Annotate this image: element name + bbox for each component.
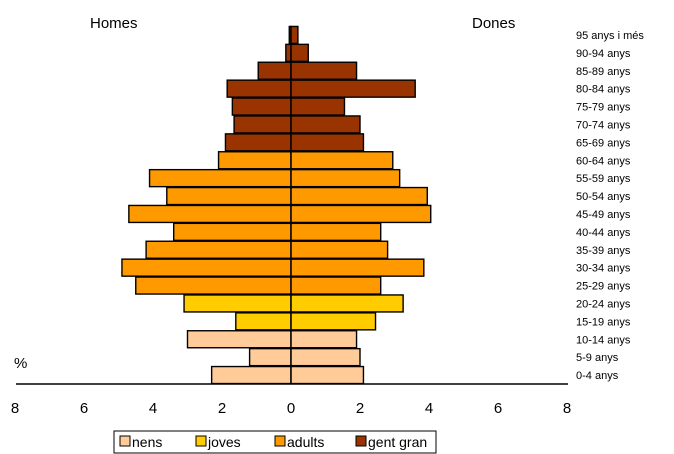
- bar-men-16: [226, 79, 292, 98]
- bar-men-6: [121, 258, 292, 277]
- bar-men-0: [210, 365, 292, 385]
- age-label-9: 45-49 anys: [576, 209, 631, 221]
- bar-women-8: [290, 222, 382, 242]
- bar-men-11: [148, 168, 292, 188]
- legend: nens joves adults gent gran: [113, 430, 437, 454]
- age-label-16: 80-84 anys: [576, 84, 631, 96]
- age-label-11: 55-59 anys: [576, 173, 631, 185]
- bar-men-4: [183, 294, 292, 313]
- bar-men-18: [285, 43, 292, 63]
- men-label: Homes: [90, 15, 138, 32]
- bar-women-5: [290, 276, 382, 295]
- bar-women-18: [290, 43, 309, 63]
- bar-women-6: [290, 258, 425, 277]
- legend-swatch-joves: [195, 435, 207, 447]
- bar-men-9: [128, 204, 292, 224]
- legend-swatch-adults: [274, 435, 286, 447]
- age-label-5: 25-29 anys: [576, 281, 631, 293]
- bar-women-17: [290, 61, 358, 80]
- age-label-2: 10-14 anys: [576, 334, 631, 346]
- age-label-12: 60-64 anys: [576, 155, 631, 167]
- bar-women-19: [290, 25, 299, 45]
- bar-women-1: [290, 347, 361, 367]
- age-label-10: 50-54 anys: [576, 191, 631, 203]
- bar-women-4: [290, 294, 404, 313]
- bar-women-7: [290, 240, 389, 259]
- age-label-13: 65-69 anys: [576, 137, 631, 149]
- x-tick-label-1: 6: [80, 400, 88, 417]
- bar-men-5: [135, 276, 292, 295]
- percent-unit-label: %: [14, 355, 27, 372]
- x-tick-label-2: 4: [149, 400, 157, 417]
- bar-men-17: [257, 61, 292, 80]
- bar-men-2: [186, 330, 292, 349]
- legend-label-joves: joves: [207, 434, 241, 450]
- x-tick-label-3: 2: [218, 400, 226, 417]
- legend-label-adults: adults: [287, 434, 324, 450]
- bar-women-9: [290, 204, 432, 224]
- bar-men-10: [166, 186, 292, 206]
- bar-women-0: [290, 365, 365, 385]
- bar-men-12: [217, 151, 292, 170]
- x-tick-label-4: 0: [287, 400, 295, 417]
- bar-men-13: [224, 133, 292, 152]
- age-label-3: 15-19 anys: [576, 316, 631, 328]
- legend-swatch-gent-gran: [355, 435, 367, 447]
- age-label-4: 20-24 anys: [576, 298, 631, 310]
- bar-women-3: [290, 312, 377, 331]
- legend-label-gent-gran: gent gran: [368, 434, 427, 450]
- bar-women-14: [290, 115, 361, 134]
- women-label: Dones: [472, 15, 515, 32]
- age-label-18: 90-94 anys: [576, 48, 631, 60]
- bars-group: [121, 25, 432, 385]
- age-label-19: 95 anys i més: [576, 30, 644, 42]
- bar-women-11: [290, 168, 401, 188]
- bar-women-10: [290, 186, 428, 206]
- bar-women-15: [290, 97, 346, 116]
- age-label-17: 85-89 anys: [576, 66, 631, 78]
- bar-men-1: [248, 347, 292, 367]
- bar-men-15: [231, 97, 292, 116]
- x-tick-label-5: 2: [356, 400, 364, 417]
- bar-women-2: [290, 330, 358, 349]
- x-tick-label-0: 8: [11, 400, 19, 417]
- age-label-0: 0-4 anys: [576, 370, 619, 382]
- x-tick-labels-group: 8 6 4 2 0 2 4 6 8: [11, 400, 571, 417]
- age-label-8: 40-44 anys: [576, 227, 631, 239]
- bar-men-14: [233, 115, 292, 134]
- x-tick-label-8: 8: [563, 400, 571, 417]
- bar-women-16: [290, 79, 416, 98]
- bar-men-3: [235, 312, 292, 331]
- bar-women-13: [290, 133, 365, 152]
- bar-men-8: [172, 222, 292, 242]
- bar-women-12: [290, 151, 394, 170]
- age-label-15: 75-79 anys: [576, 102, 631, 114]
- legend-swatch-nens: [119, 435, 131, 447]
- x-tick-label-6: 4: [425, 400, 433, 417]
- age-label-6: 30-34 anys: [576, 263, 631, 275]
- age-label-7: 35-39 anys: [576, 245, 631, 257]
- age-labels-group: 0-4 anys 5-9 anys 10-14 anys 15-19 anys 20-2…: [576, 30, 644, 382]
- age-label-1: 5-9 anys: [576, 352, 619, 364]
- bar-men-7: [145, 240, 292, 259]
- age-label-14: 70-74 anys: [576, 119, 631, 131]
- x-tick-label-7: 6: [494, 400, 502, 417]
- legend-label-nens: nens: [132, 434, 162, 450]
